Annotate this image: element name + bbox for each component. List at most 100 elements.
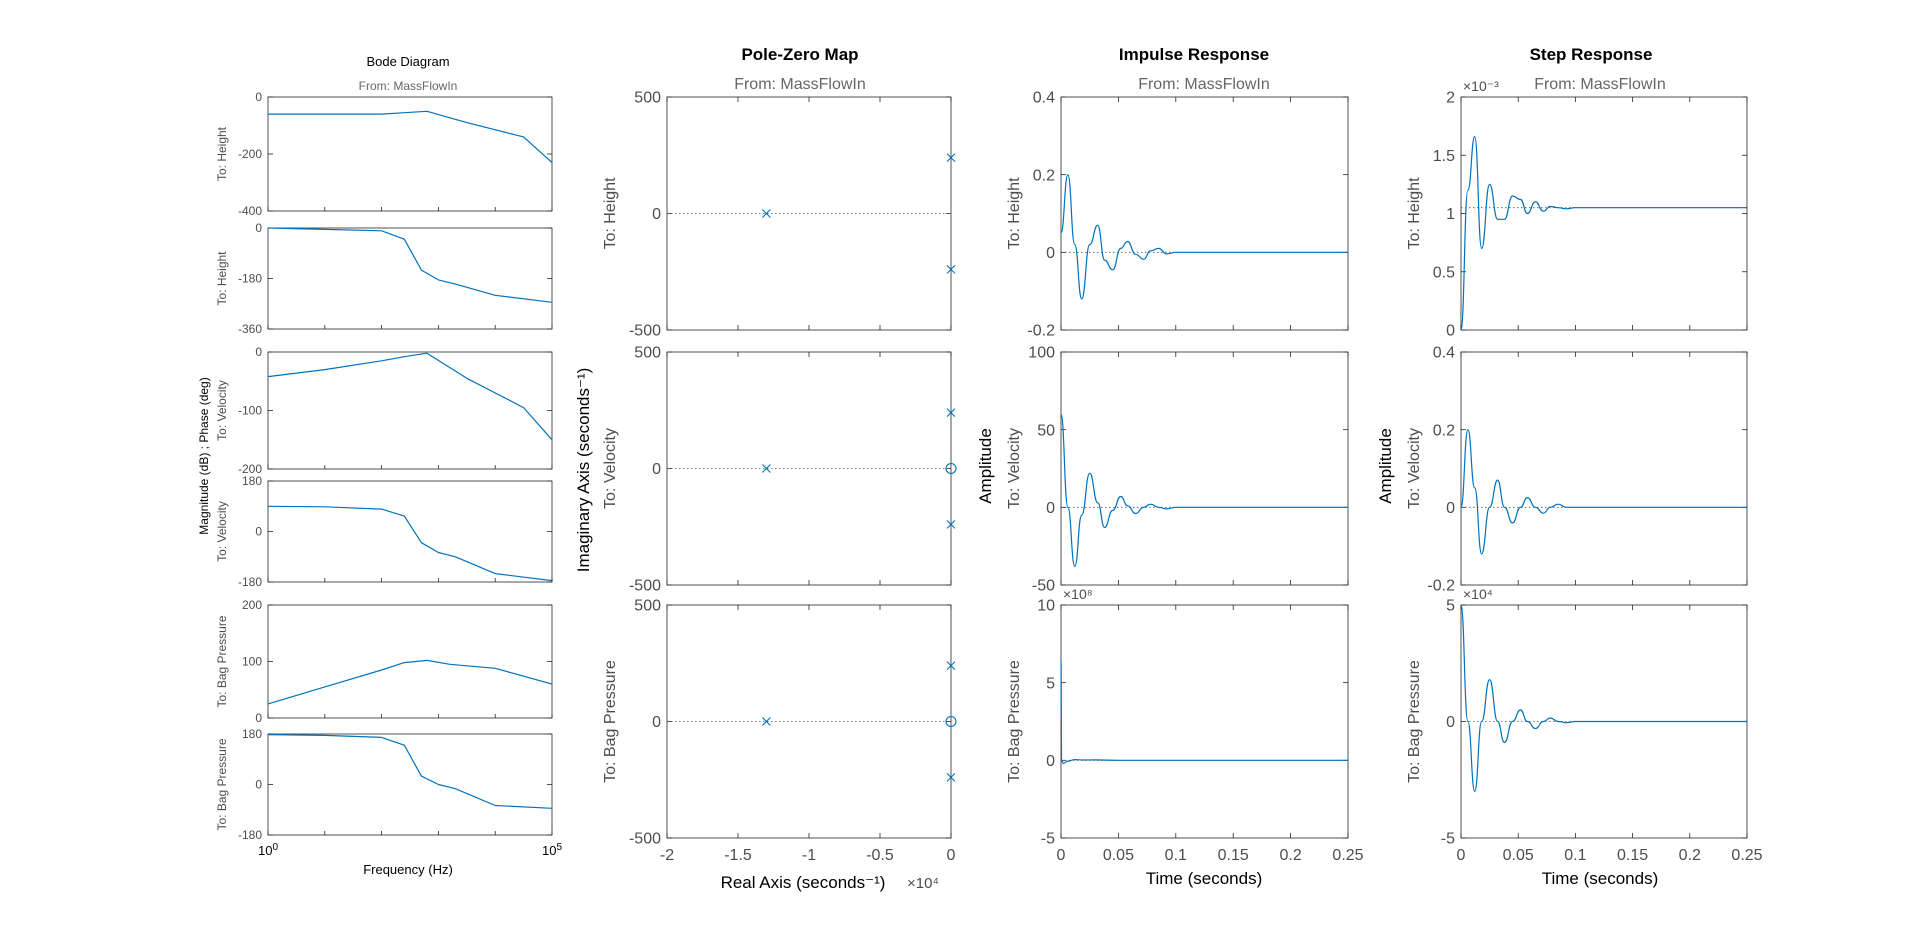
row-label: To: Height [215, 126, 229, 181]
pzmap-ylabel: Imaginary Axis (seconds⁻¹) [574, 368, 593, 573]
response-series-line [1060, 174, 1348, 300]
x-tick-label: 0.05 [1503, 847, 1534, 864]
y-tick-label: 0 [255, 778, 262, 792]
pole-marker [946, 661, 956, 670]
y-tick-label: -180 [238, 828, 262, 842]
response-row: -0.2 0 0.2 0.4 To: Height [1006, 90, 1349, 340]
y-multiplier: ×10⁴ [1463, 586, 1493, 602]
bode-row: -400 -200 0 To: Height [215, 90, 553, 218]
y-tick-label: -400 [238, 204, 262, 218]
y-tick-label: -50 [1032, 578, 1055, 595]
impulse-subtitle: From: MassFlowIn [1138, 76, 1270, 93]
y-multiplier: ×10⁻³ [1463, 78, 1499, 94]
row-label: To: Bag Pressure [215, 738, 229, 830]
y-tick-label: 0 [652, 206, 661, 223]
x-tick-label: 100 [258, 842, 278, 858]
y-tick-label: 1 [1446, 206, 1455, 223]
row-label: To: Height [1406, 177, 1423, 250]
y-tick-label: 0 [1446, 323, 1455, 340]
response-row: -50 0 50 100 To: Velocity [1006, 345, 1349, 595]
bode-series-line [267, 734, 553, 809]
pole-marker [946, 153, 956, 162]
response-row: -0.2 0 0.2 0.4 To: Velocity [1406, 345, 1748, 595]
row-label: To: Velocity [1006, 428, 1023, 509]
axes-box [1060, 96, 1349, 331]
y-tick-label: 0 [255, 221, 262, 235]
pole-marker [762, 209, 771, 218]
pole-marker [946, 408, 956, 417]
x-tick-label: 0.2 [1679, 847, 1701, 864]
response-series-line [1060, 413, 1348, 568]
pole-marker [762, 464, 771, 473]
x-tick-label: 0.25 [1332, 847, 1363, 864]
x-tick-label: -1 [802, 847, 816, 864]
row-label: To: Height [602, 177, 619, 250]
response-row: 0 0.5 1 1.5 2 To: Height ×10⁻³ [1406, 78, 1748, 340]
y-tick-label: 0 [255, 711, 262, 725]
x-tick-label: -2 [660, 847, 674, 864]
zero-marker [945, 715, 957, 728]
row-label: To: Bag Pressure [1006, 660, 1023, 783]
y-tick-label: -360 [238, 322, 262, 336]
pole-marker [762, 717, 771, 726]
row-label: To: Velocity [602, 428, 619, 509]
y-tick-label: -200 [238, 147, 262, 161]
axes-box [267, 227, 553, 330]
y-tick-label: 100 [1028, 345, 1055, 362]
pzmap-row: -500 0 500 To: Height [602, 90, 956, 340]
x-tick-label: 105 [542, 842, 562, 858]
y-tick-label: -0.2 [1027, 323, 1055, 340]
x-tick-label: 0 [1457, 847, 1466, 864]
pzmap-row: -500 0 500 To: Velocity [602, 345, 957, 595]
y-tick-label: 0.4 [1033, 90, 1055, 107]
y-tick-label: 0 [1446, 500, 1455, 517]
pzmap-title: Pole-Zero Map [741, 45, 858, 64]
pzmap-x-multiplier: ×10⁴ [907, 875, 939, 892]
bode-ylabel: Magnitude (dB) ; Phase (deg) [197, 377, 211, 534]
y-tick-label: 0.2 [1433, 422, 1455, 439]
y-tick-label: -500 [629, 323, 661, 340]
y-tick-label: 0 [255, 90, 262, 104]
x-tick-label: 0.15 [1218, 847, 1249, 864]
bode-series-line [267, 659, 553, 705]
axes-box [267, 480, 553, 583]
y-tick-label: 2 [1446, 90, 1455, 107]
y-tick-label: 500 [634, 90, 661, 107]
axes-box [267, 96, 553, 212]
y-tick-label: 500 [634, 598, 661, 615]
bode-row: -360 -180 0 To: Height [215, 221, 553, 336]
axes-box [267, 733, 553, 836]
axes-box [1460, 96, 1748, 331]
impulse-title: Impulse Response [1119, 45, 1269, 64]
y-tick-label: 0 [255, 345, 262, 359]
y-tick-label: 100 [242, 655, 262, 669]
response-series-line [1460, 604, 1747, 793]
y-tick-label: -200 [238, 462, 262, 476]
axes-box [1460, 351, 1748, 586]
y-tick-label: 0 [255, 525, 262, 539]
pzmap-subtitle: From: MassFlowIn [734, 76, 866, 93]
y-tick-label: -5 [1441, 831, 1455, 848]
y-tick-label: 180 [242, 727, 262, 741]
row-label: To: Height [1006, 177, 1023, 250]
x-tick-label: 0.2 [1279, 847, 1301, 864]
y-tick-label: 0 [1046, 245, 1055, 262]
x-tick-label: -0.5 [866, 847, 894, 864]
x-tick-label: -1.5 [724, 847, 752, 864]
y-tick-label: 5 [1446, 598, 1455, 615]
step-subtitle: From: MassFlowIn [1534, 76, 1666, 93]
bode-title: Bode Diagram [366, 54, 449, 69]
response-series-line [1460, 135, 1747, 331]
impulse-xlabel: Time (seconds) [1146, 869, 1263, 888]
pole-marker [946, 265, 956, 274]
x-tick-label: 0 [947, 847, 956, 864]
y-tick-label: 1.5 [1433, 148, 1455, 165]
y-tick-label: -100 [238, 404, 262, 418]
bode-diagram: -400 -200 0 To: Height -360 -180 0 To: Height -2… [215, 90, 562, 858]
axes-box [1060, 351, 1349, 586]
impulse-ylabel: Amplitude [976, 428, 995, 504]
row-label: To: Bag Pressure [215, 615, 229, 707]
y-tick-label: 0 [1046, 500, 1055, 517]
y-tick-label: -500 [629, 578, 661, 595]
response-series-line [1460, 429, 1747, 555]
